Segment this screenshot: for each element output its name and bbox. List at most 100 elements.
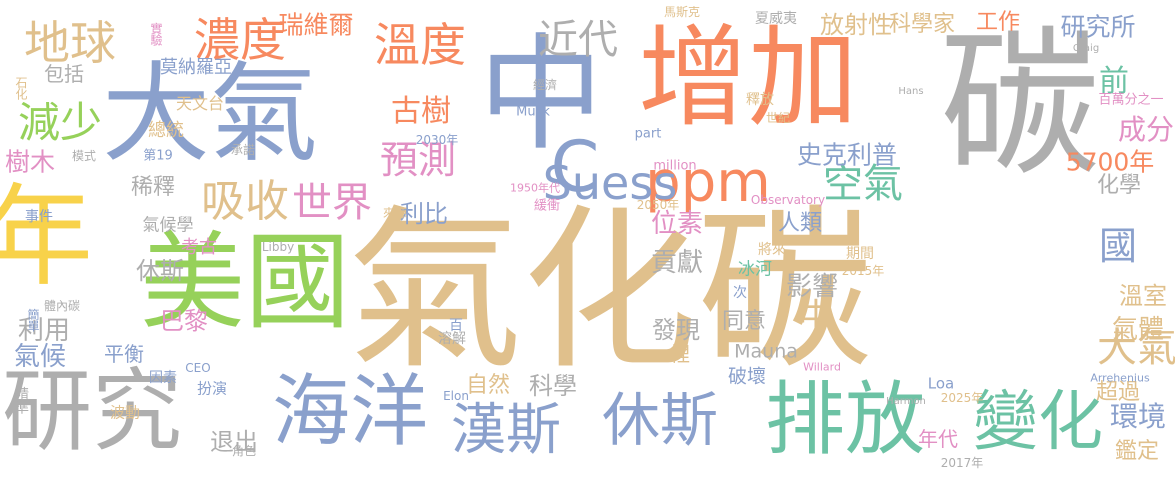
cloud-word: 角色 [231,444,257,458]
cloud-word: 大氣 [1097,325,1175,371]
cloud-word: Mauna [734,340,798,363]
cloud-word: Craig [1072,43,1100,54]
cloud-word: 事件 [25,209,53,225]
cloud-word: 第19 [143,148,173,164]
cloud-word: 2030年 [415,133,459,147]
cloud-word: 扮演 [196,379,228,398]
cloud-word: C [550,126,600,208]
cloud-word: Observatory [750,193,826,207]
cloud-word: 來源 [382,206,408,220]
cloud-word: Loa [927,374,955,393]
cloud-word: 總統 [148,120,184,141]
cloud-word: Harmon [886,396,926,407]
cloud-word: part [634,126,662,142]
cloud-word: 吸收 [201,176,289,227]
cloud-word: Suess [542,156,678,210]
cloud-word: 將來 [758,242,786,258]
cloud-word: CEO [185,361,211,375]
cloud-word: 經濟 [532,78,558,92]
cloud-word: 國 [1098,224,1138,268]
cloud-word: 發現 [652,316,700,344]
cloud-word: 馬斯克 [663,5,701,19]
cloud-word: 簡單 [26,308,40,332]
cloud-word: 氣化碳 [347,190,873,394]
cloud-word: 氣體 [1111,315,1165,345]
cloud-word: Hans [898,86,924,97]
cloud-word: Willard [803,360,841,374]
cloud-word: 空氣 [823,161,903,207]
cloud-word: 世紀 [765,111,791,125]
cloud-word: 變化 [972,384,1104,460]
cloud-word: 2050年 [636,198,680,212]
cloud-word: 波動 [109,403,141,422]
cloud-word: 漢斯 [450,397,562,462]
cloud-word: 次 [733,285,747,301]
cloud-word: 鑑定 [1114,439,1160,464]
cloud-word: 超過 [1095,380,1141,405]
cloud-word: Musk [516,104,550,120]
cloud-word: 精準 [13,386,29,414]
cloud-word: 同意 [721,309,767,334]
cloud-word: 自然 [465,373,511,398]
cloud-word: 近代 [538,17,618,63]
cloud-word: 承諾 [230,143,256,157]
cloud-word: 休斯 [601,386,719,454]
cloud-word: 釋放 [746,92,774,108]
cloud-word: 莫納羅亞 [160,57,232,78]
cloud-word: 1950年代 [510,181,560,195]
cloud-word: million [653,158,697,174]
cloud-word: 減少 [17,98,103,147]
cloud-word: 科學家 [888,12,956,37]
cloud-word: ppm [645,150,771,215]
cloud-word: 冰河 [738,259,772,280]
cloud-word: 年 [0,173,93,301]
cloud-word: 世界 [292,180,372,226]
cloud-word: 氣候學 [142,215,194,236]
cloud-word: 位素 [650,209,704,239]
cloud-word: 研究 [2,359,182,464]
cloud-word: 放射性 [820,11,892,39]
cloud-word: 2025年 [940,391,984,405]
cloud-word: 退出 [210,428,258,456]
cloud-word: 排放 [765,373,925,466]
cloud-word: 因素 [149,370,177,386]
cloud-word: 年代 [918,427,958,451]
cloud-word: 研究所 [1060,12,1136,42]
cloud-word: 史克利普 [796,140,898,170]
cloud-word: 2015年 [841,264,885,278]
cloud-word: 考古 [181,237,217,258]
cloud-word: 瑞維爾 [278,10,354,40]
cloud-word: 成分 [1117,113,1175,146]
cloud-word: 溫度 [374,18,466,72]
cloud-word: 古樹 [391,94,451,129]
cloud-word: 人類 [777,211,823,236]
cloud-word: 影響 [785,272,839,302]
cloud-word: 樹木 [4,147,56,177]
cloud-word: 2017年 [940,456,984,470]
cloud-word: 海洋 [271,367,429,457]
cloud-word: 模式 [71,149,97,163]
cloud-word: 增加 [638,14,858,142]
cloud-word: Libby [261,240,295,254]
cloud-word: 5700年 [1065,147,1155,177]
cloud-word: 天文台 [175,94,225,113]
cloud-word: 貢獻 [650,248,704,278]
cloud-word: 大氣 [101,52,319,177]
cloud-word: 利用 [17,316,71,346]
cloud-word: Elon [443,389,469,403]
cloud-word: 環境 [1109,400,1167,433]
cloud-word: 稀釋 [130,175,176,200]
cloud-word: 石化 [14,76,28,100]
cloud-word: 利比 [400,200,448,228]
cloud-word: 百 [449,318,463,334]
cloud-word: 溫室 [1119,282,1167,310]
cloud-word: 美國 [139,221,351,344]
cloud-word: 工作 [975,10,1021,35]
cloud-word: 休斯 [136,257,184,285]
cloud-word: 濃度 [194,13,286,67]
cloud-word: 中 [478,22,604,168]
cloud-word: 期間 [846,246,874,262]
cloud-word: 前 [1099,64,1129,99]
cloud-word: Arrehenius [1090,371,1150,385]
